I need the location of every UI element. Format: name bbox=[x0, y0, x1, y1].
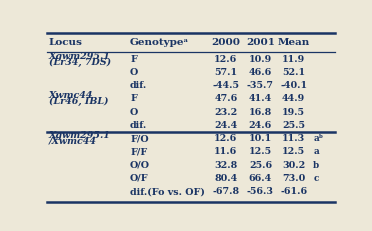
Text: 2000: 2000 bbox=[211, 38, 240, 47]
Text: Xgwm295.1: Xgwm295.1 bbox=[48, 52, 110, 61]
Text: -61.6: -61.6 bbox=[280, 187, 307, 196]
Text: 11.6: 11.6 bbox=[214, 147, 237, 156]
Text: F/O: F/O bbox=[130, 134, 149, 143]
Text: b: b bbox=[313, 161, 319, 170]
Text: O: O bbox=[130, 68, 138, 77]
Text: 25.6: 25.6 bbox=[249, 161, 272, 170]
Text: O: O bbox=[130, 107, 138, 116]
Text: 44.9: 44.9 bbox=[282, 94, 305, 103]
Text: Genotypeᵃ: Genotypeᵃ bbox=[130, 38, 189, 47]
Text: aᵇ: aᵇ bbox=[313, 134, 323, 143]
Text: 23.2: 23.2 bbox=[214, 107, 237, 116]
Text: dif.: dif. bbox=[130, 121, 147, 130]
Text: F: F bbox=[130, 55, 137, 64]
Text: dif.: dif. bbox=[130, 81, 147, 90]
Text: -44.5: -44.5 bbox=[212, 81, 239, 90]
Text: Locus: Locus bbox=[48, 38, 82, 47]
Text: 11.9: 11.9 bbox=[282, 55, 305, 64]
Text: 24.6: 24.6 bbox=[249, 121, 272, 130]
Text: 19.5: 19.5 bbox=[282, 107, 305, 116]
Text: 10.1: 10.1 bbox=[249, 134, 272, 143]
Text: dif.(Fo vs. OF): dif.(Fo vs. OF) bbox=[130, 187, 205, 196]
Text: (Lr34, 7DS): (Lr34, 7DS) bbox=[48, 57, 110, 67]
Text: 24.4: 24.4 bbox=[214, 121, 237, 130]
Text: 30.2: 30.2 bbox=[282, 161, 305, 170]
Text: Xwmc44: Xwmc44 bbox=[48, 91, 93, 100]
Text: 11.3: 11.3 bbox=[282, 134, 305, 143]
Text: 10.9: 10.9 bbox=[249, 55, 272, 64]
Text: 2001: 2001 bbox=[246, 38, 275, 47]
Text: 80.4: 80.4 bbox=[214, 174, 237, 183]
Text: -40.1: -40.1 bbox=[280, 81, 307, 90]
Text: -67.8: -67.8 bbox=[212, 187, 240, 196]
Text: 12.6: 12.6 bbox=[214, 134, 237, 143]
Text: 12.5: 12.5 bbox=[282, 147, 305, 156]
Text: 73.0: 73.0 bbox=[282, 174, 305, 183]
Text: 52.1: 52.1 bbox=[282, 68, 305, 77]
Text: 46.6: 46.6 bbox=[249, 68, 272, 77]
Text: F/F: F/F bbox=[130, 147, 147, 156]
Text: (Lr46, IBL): (Lr46, IBL) bbox=[48, 97, 108, 106]
Text: c: c bbox=[313, 174, 318, 183]
Text: /Xwmc44: /Xwmc44 bbox=[48, 137, 96, 146]
Text: F: F bbox=[130, 94, 137, 103]
Text: 32.8: 32.8 bbox=[214, 161, 237, 170]
Text: Mean: Mean bbox=[278, 38, 310, 47]
Text: a: a bbox=[313, 147, 319, 156]
Text: -35.7: -35.7 bbox=[247, 81, 274, 90]
Text: 12.6: 12.6 bbox=[214, 55, 237, 64]
Text: O/F: O/F bbox=[130, 174, 149, 183]
Text: 12.5: 12.5 bbox=[249, 147, 272, 156]
Text: 57.1: 57.1 bbox=[214, 68, 237, 77]
Text: 25.5: 25.5 bbox=[282, 121, 305, 130]
Text: O/O: O/O bbox=[130, 161, 150, 170]
Text: 47.6: 47.6 bbox=[214, 94, 237, 103]
Text: 66.4: 66.4 bbox=[249, 174, 272, 183]
Text: -56.3: -56.3 bbox=[247, 187, 274, 196]
Text: 41.4: 41.4 bbox=[249, 94, 272, 103]
Text: 16.8: 16.8 bbox=[249, 107, 272, 116]
Text: Xgwm295.1: Xgwm295.1 bbox=[48, 131, 110, 140]
